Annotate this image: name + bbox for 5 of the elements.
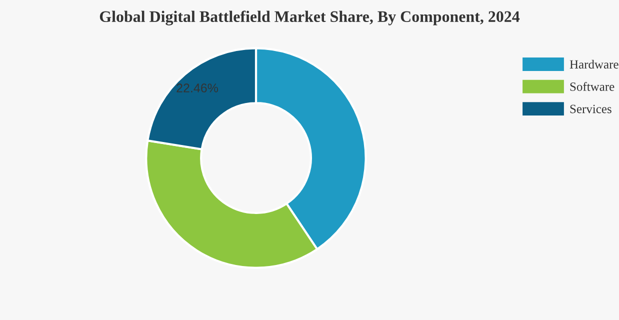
chart-title: Global Digital Battlefield Market Share, By Component, 2024 <box>100 10 520 26</box>
legend-label: Hardware <box>570 60 618 69</box>
data-label: 22.46% <box>176 84 218 92</box>
legend-label: Services <box>570 104 612 114</box>
legend-label: Software <box>570 82 614 91</box>
